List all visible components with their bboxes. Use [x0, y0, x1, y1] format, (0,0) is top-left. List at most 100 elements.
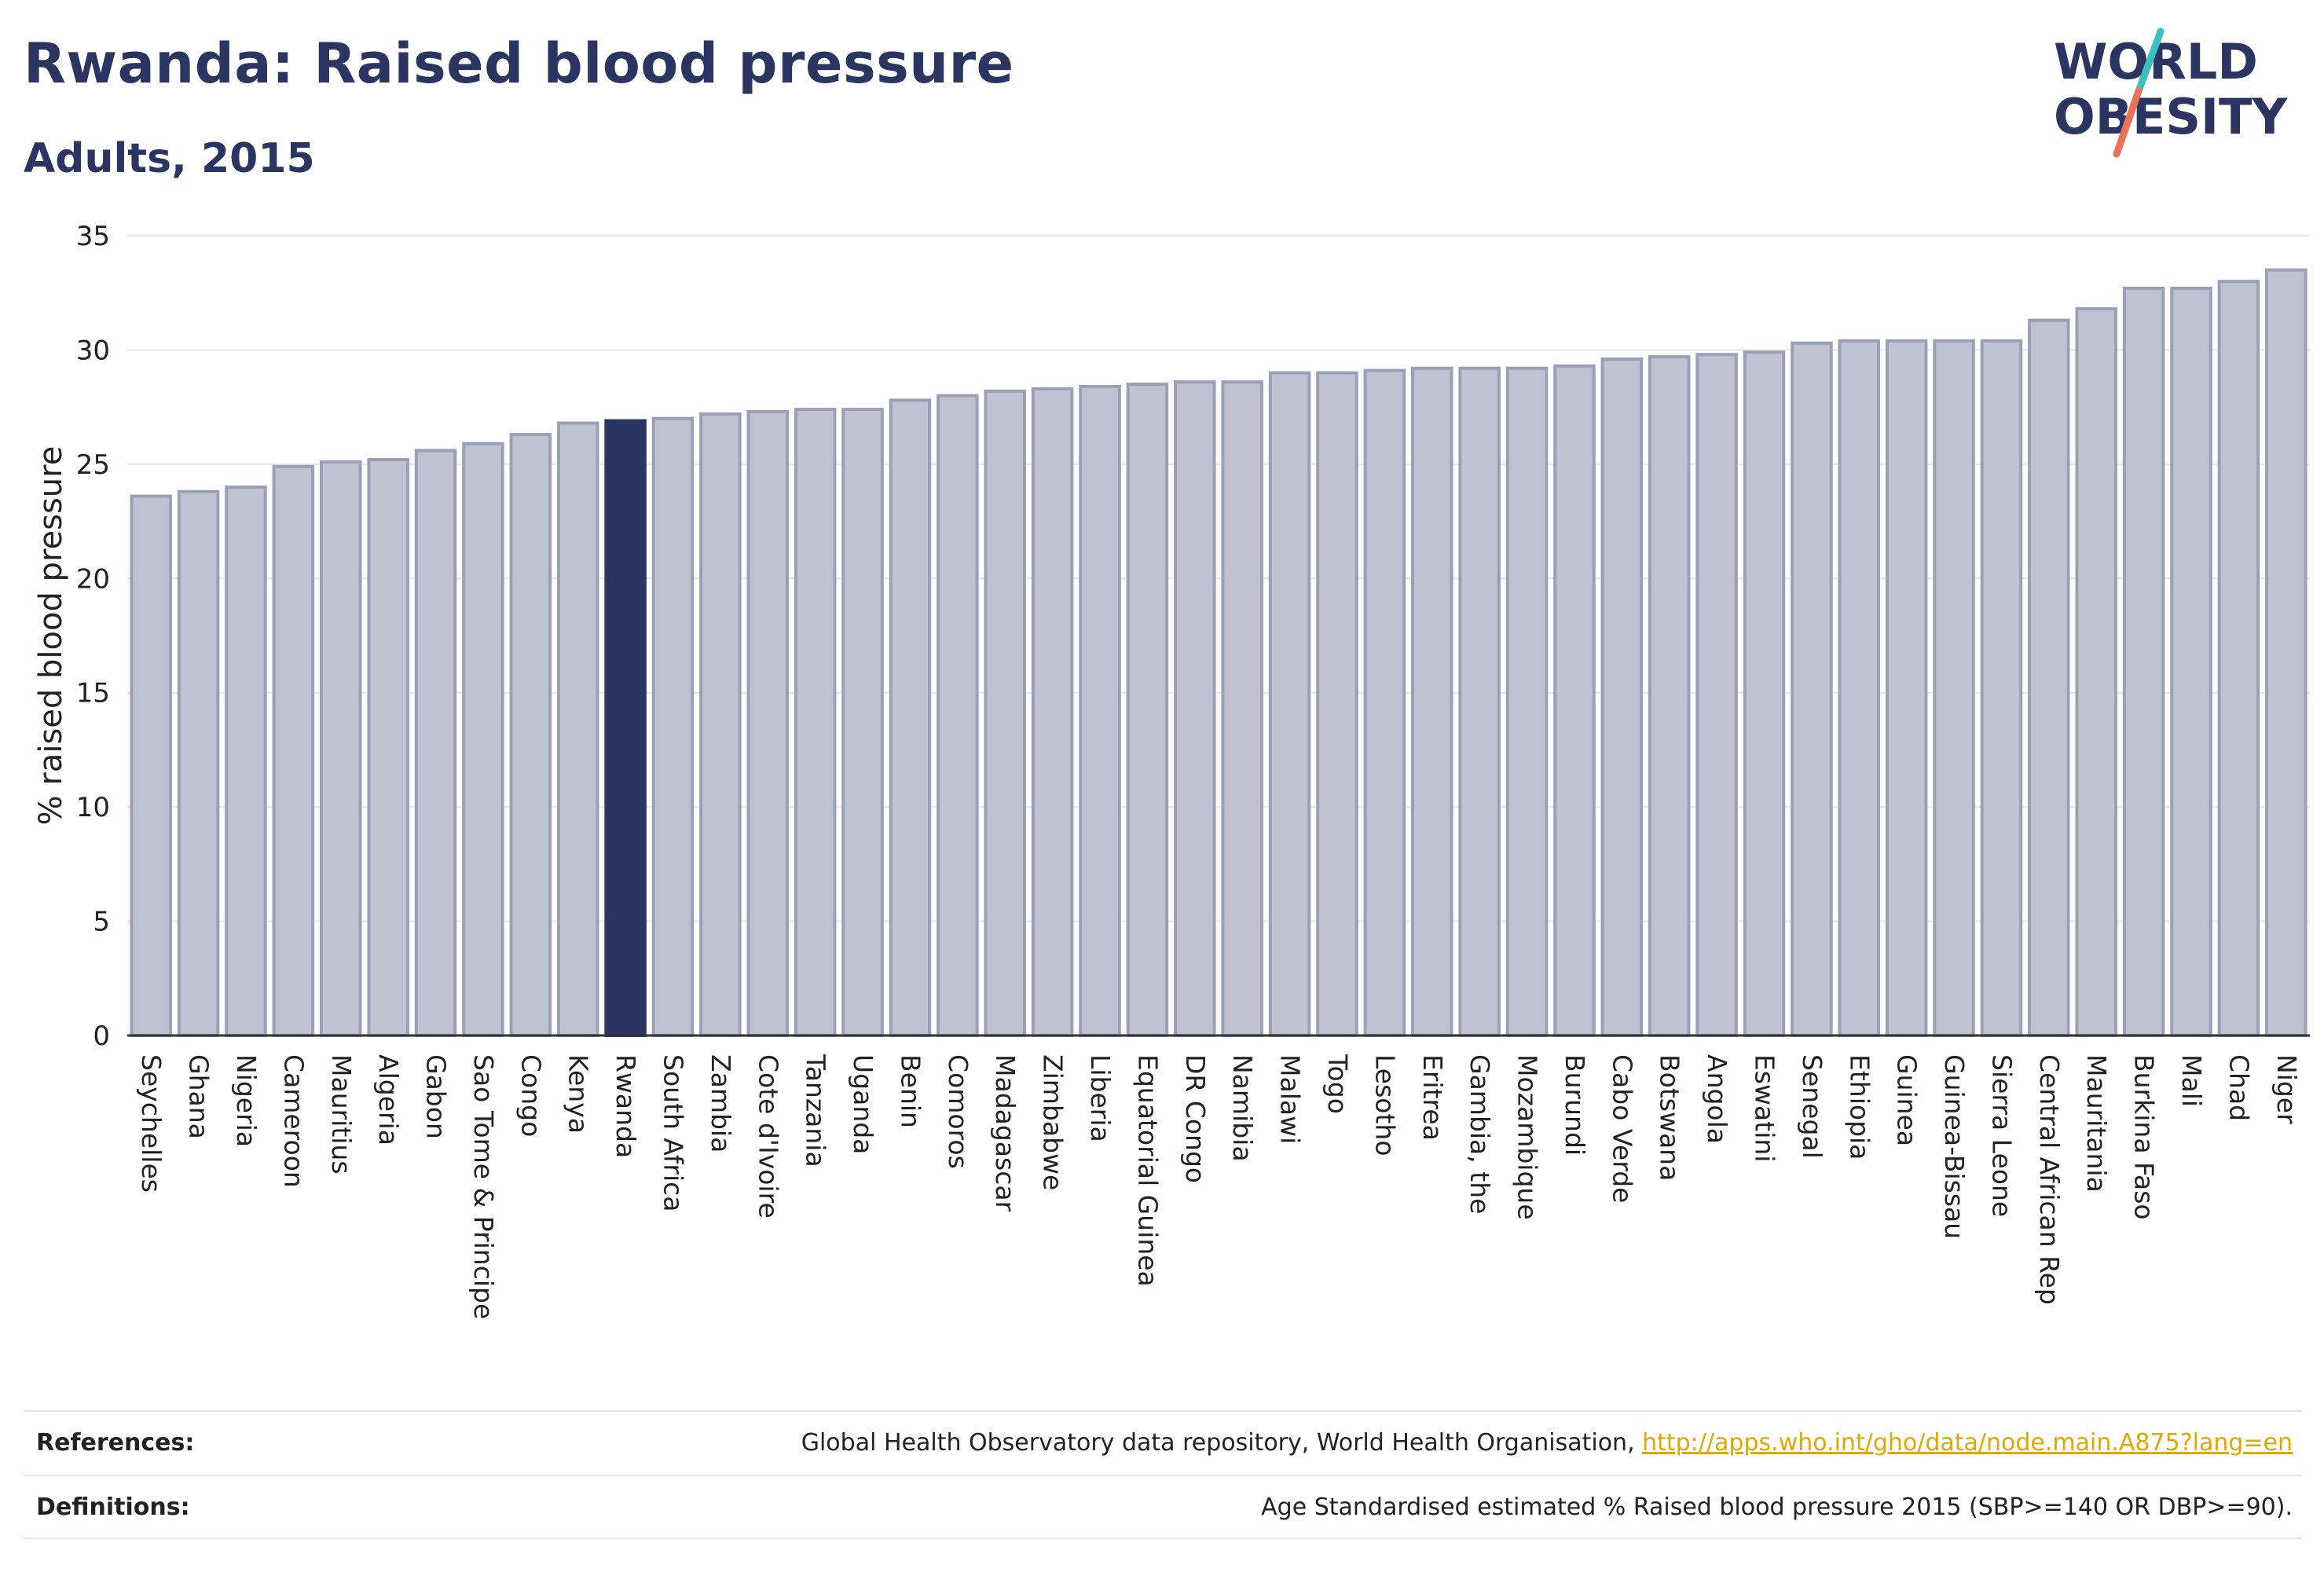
references-source: Global Health Observatory data repositor…: [801, 1429, 1643, 1457]
bar-angola: [1695, 353, 1738, 1037]
bar-rwanda: [604, 419, 647, 1037]
y-tick-label: 5: [93, 907, 110, 938]
bar-sao-tome-principe: [462, 442, 504, 1037]
x-tick-label: Equatorial Guinea: [1132, 1054, 1163, 1287]
x-tick-label: Central African Rep: [2034, 1054, 2065, 1305]
x-tick-label: Zimbabwe: [1038, 1054, 1069, 1190]
bar-benin: [889, 398, 932, 1038]
x-tick-label: Burundi: [1560, 1054, 1590, 1156]
x-tick-label: Congo: [515, 1054, 546, 1137]
bar-algeria: [367, 458, 409, 1037]
bar-burundi: [1553, 364, 1596, 1037]
bar-seychelles: [130, 494, 172, 1037]
x-tick-label: Botswana: [1655, 1054, 1685, 1181]
chart-title: Rwanda: Raised blood pressure: [24, 31, 1014, 96]
x-tick-label: Burkina Faso: [2129, 1054, 2160, 1220]
x-tick-label: Niger: [2271, 1054, 2302, 1124]
bar-eswatini: [1743, 350, 1786, 1037]
x-tick-label: Senegal: [1797, 1054, 1827, 1159]
bar-mauritius: [320, 460, 362, 1037]
bar-togo: [1316, 371, 1358, 1037]
y-tick-label: 15: [76, 678, 110, 709]
x-tick-label: Comoros: [943, 1054, 973, 1169]
bar-gabon: [414, 449, 457, 1037]
bar-ghana: [177, 489, 220, 1037]
x-tick-label: Mauritania: [2081, 1054, 2112, 1193]
x-tick-label: Ghana: [184, 1054, 214, 1139]
bar-zimbabwe: [1031, 387, 1074, 1038]
x-tick-label: South Africa: [658, 1054, 689, 1212]
y-tick-label: 10: [76, 792, 110, 823]
definitions-text: Age Standardised estimated % Raised bloo…: [1261, 1494, 2293, 1521]
logo-line2: OBESITY: [2054, 88, 2288, 145]
y-tick-label: 35: [76, 221, 110, 252]
x-tick-label: Eritrea: [1417, 1054, 1448, 1141]
x-tick-label: Sao Tome & Principe: [468, 1054, 499, 1319]
x-tick-label: Guinea: [1892, 1054, 1923, 1146]
y-tick-label: 0: [93, 1021, 110, 1052]
x-tick-label: Nigeria: [231, 1054, 262, 1147]
x-tick-label: Cabo Verde: [1607, 1054, 1637, 1203]
x-tick-label: Sierra Leone: [1986, 1054, 2017, 1217]
bar-cameroon: [272, 464, 315, 1037]
x-tick-label: Seychelles: [136, 1054, 167, 1193]
bar-gambia-the: [1458, 366, 1501, 1037]
references-text: Global Health Observatory data repositor…: [801, 1429, 2293, 1457]
x-tick-label: Benin: [895, 1054, 926, 1128]
bar-tanzania: [794, 408, 837, 1037]
bar-south-africa: [651, 416, 695, 1037]
references-link[interactable]: http://apps.who.int/gho/data/node.main.A…: [1642, 1429, 2293, 1457]
bar-cote-d-ivoire: [746, 409, 790, 1037]
bar-dr-congo: [1174, 380, 1216, 1037]
bar-madagascar: [984, 389, 1026, 1038]
bar-niger: [2265, 268, 2308, 1037]
bar-equatorial-guinea: [1126, 383, 1169, 1037]
definitions-row: Definitions: Age Standardised estimated …: [24, 1475, 2302, 1539]
x-tick-label: Lesotho: [1369, 1054, 1400, 1156]
x-tick-label: Liberia: [1085, 1054, 1116, 1142]
x-tick-label: Chad: [2223, 1054, 2254, 1121]
x-tick-label: Guinea-Bissau: [1939, 1054, 1970, 1239]
world-obesity-logo: WORLD OBESITY: [2054, 27, 2288, 158]
x-tick-label: DR Congo: [1180, 1054, 1211, 1183]
x-tick-label: Gambia, the: [1464, 1054, 1495, 1214]
x-tick-label: Eswatini: [1750, 1054, 1780, 1162]
x-tick-label: Madagascar: [990, 1054, 1021, 1212]
x-tick-label: Mozambique: [1512, 1054, 1543, 1220]
definitions-label: Definitions:: [36, 1494, 190, 1521]
y-tick-label: 25: [76, 449, 110, 481]
references-label: References:: [36, 1429, 195, 1457]
references-row: References: Global Health Observatory da…: [24, 1410, 2302, 1475]
y-axis-title: % raised blood pressure: [33, 446, 69, 826]
logo-slash-coral: [2113, 87, 2143, 158]
bar-malawi: [1268, 371, 1311, 1037]
bar-mali: [2170, 286, 2212, 1037]
bar-nigeria: [225, 485, 267, 1037]
x-tick-label: Rwanda: [610, 1054, 641, 1158]
x-tick-label: Angola: [1702, 1054, 1732, 1144]
bar-cabo-verde: [1600, 357, 1644, 1037]
bar-eritrea: [1411, 366, 1453, 1037]
bar-botswana: [1648, 355, 1691, 1037]
bar-ethiopia: [1838, 339, 1881, 1037]
x-tick-label: Zambia: [706, 1054, 736, 1153]
bar-mozambique: [1505, 366, 1549, 1037]
bar-chart: 0 5 10 15 20 25 30 35 % raised blood pressure Sey…: [33, 221, 2310, 1319]
x-tick-label: Kenya: [563, 1054, 594, 1134]
x-tick-label: Togo: [1322, 1054, 1353, 1114]
bar-kenya: [556, 421, 599, 1037]
chart-subtitle: Adults, 2015: [24, 135, 315, 182]
x-tick-label: Cameroon: [278, 1054, 309, 1188]
bar-comoros: [937, 394, 979, 1038]
logo-slash-teal: [2135, 27, 2165, 95]
y-tick-label: 20: [76, 563, 110, 595]
axes: 0 5 10 15 20 25 30 35 % raised blood pressure Sey…: [33, 221, 2310, 1319]
bar-guinea-bissau: [1933, 339, 1975, 1037]
bar-senegal: [1791, 341, 1833, 1037]
y-tick-label: 30: [76, 335, 110, 366]
x-tick-label: Ethiopia: [1844, 1054, 1875, 1160]
x-tick-label: Cote d'Ivoire: [753, 1054, 783, 1219]
x-tick-label: Mauritius: [326, 1054, 357, 1175]
x-tick-label: Algeria: [373, 1054, 404, 1145]
x-tick-label: Uganda: [848, 1054, 878, 1154]
